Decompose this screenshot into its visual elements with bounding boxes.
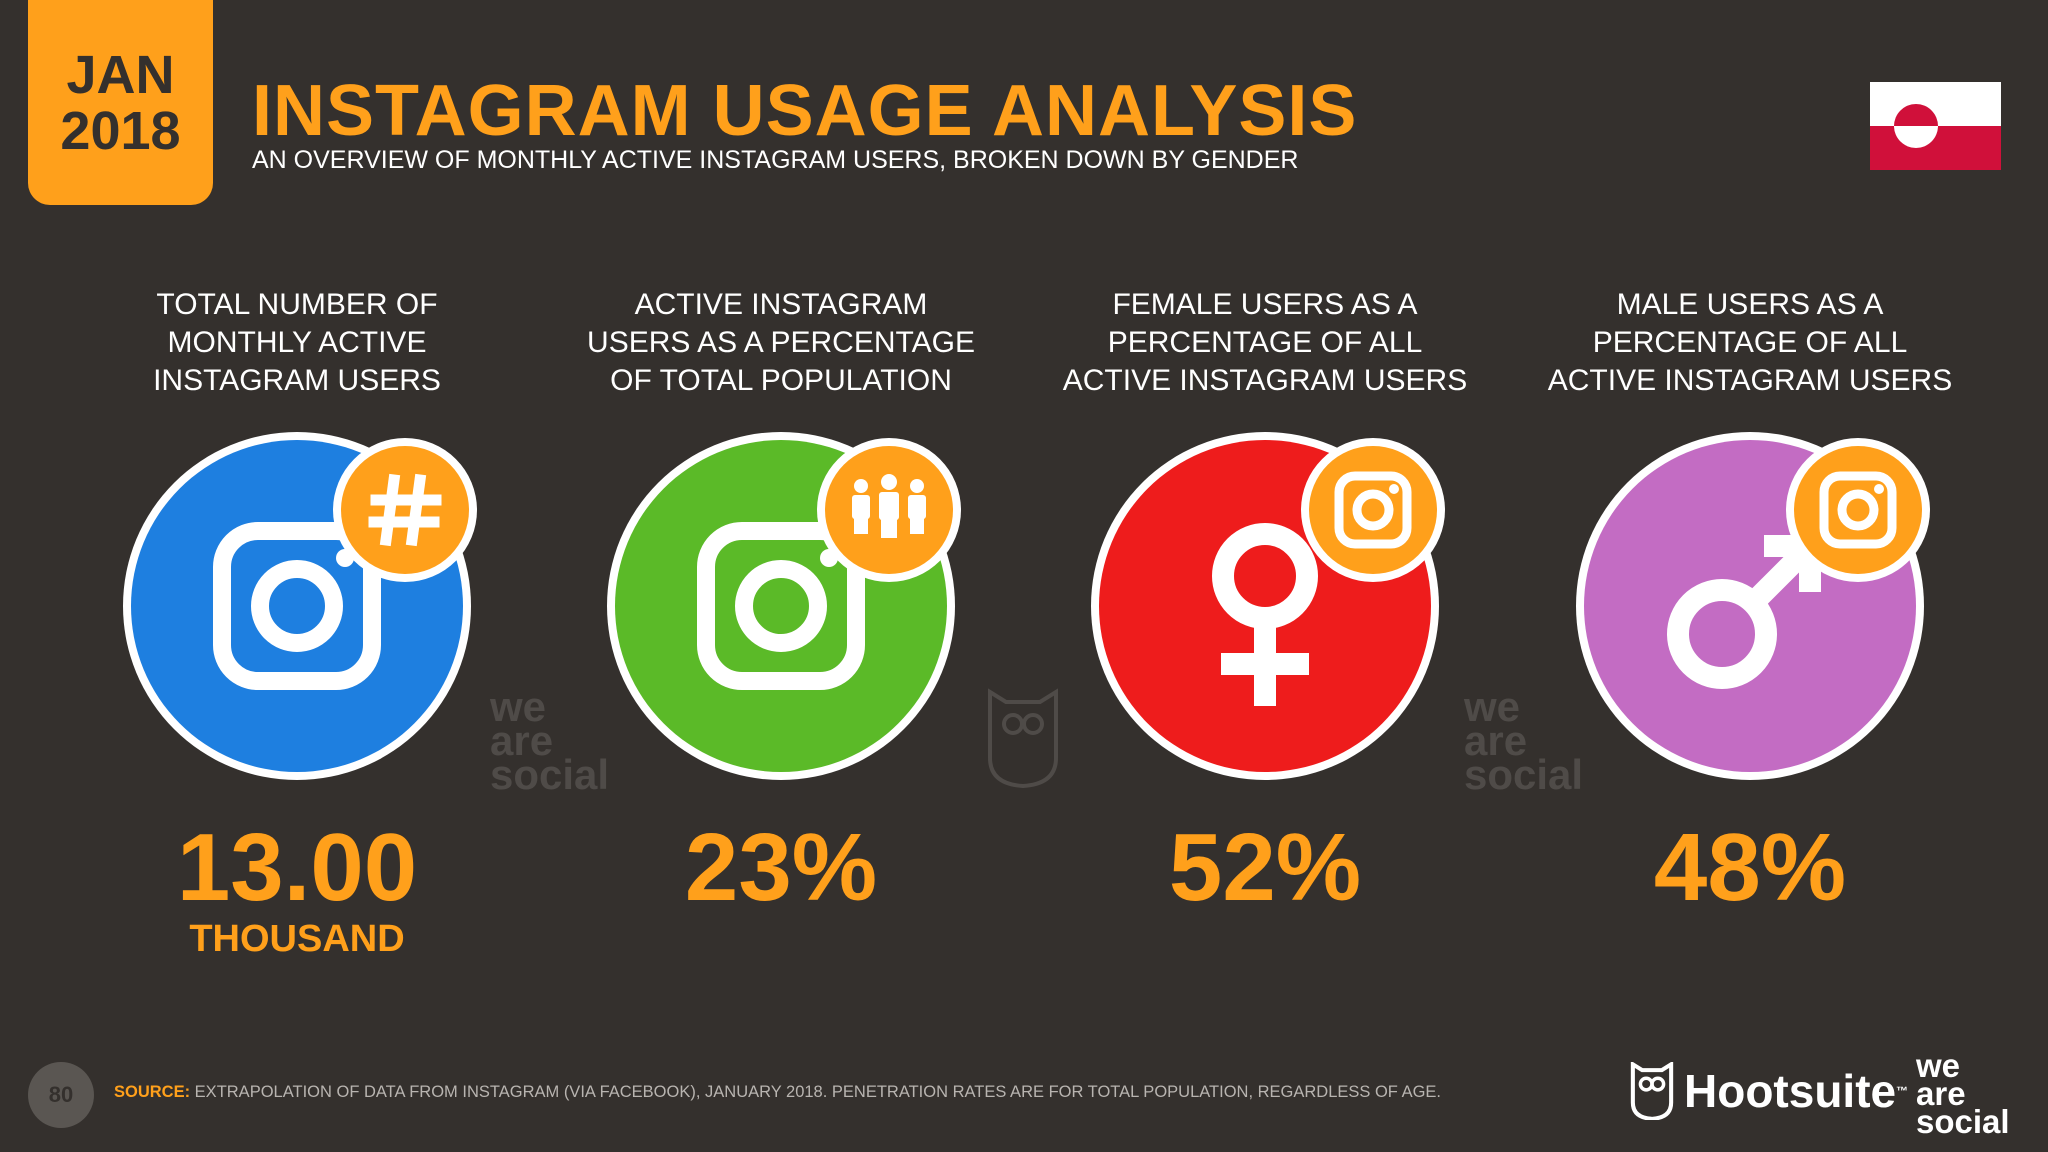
instagram-icon (1301, 438, 1445, 582)
page-title: INSTAGRAM USAGE ANALYSIS (252, 71, 1358, 151)
stat-label: ACTIVE INSTAGRAM USERS AS A PERCENTAGE OF … (587, 288, 975, 397)
page-number: 80 (28, 1062, 94, 1128)
we-are-social-watermark: we are social (490, 683, 610, 798)
stat-value: 13.00 (176, 814, 418, 921)
stat-label: FEMALE USERS AS A PERCENTAGE OF ALL ACTIVE… (1062, 288, 1468, 397)
stat-value: 23% (684, 814, 878, 921)
source-note: SOURCE: EXTRAPOLATION OF DATA FROM INSTA… (114, 1083, 1441, 1102)
male-symbol-icon (1667, 535, 1821, 689)
instagram-icon (213, 522, 381, 690)
date-tab: JAN 2018 (28, 0, 213, 205)
hootsuite-owl-icon (1630, 1062, 1674, 1120)
people-icon (817, 438, 961, 582)
date-month: JAN (66, 44, 175, 105)
stat-unit: THOUSAND (189, 918, 405, 960)
stat-value: 52% (1168, 814, 1362, 921)
greenland-flag-icon (1870, 82, 2001, 170)
stat-label: TOTAL NUMBER OF MONTHLY ACTIVE INSTAGRAM U… (153, 288, 441, 397)
hootsuite-logo: Hootsuite ™ (1630, 1062, 1908, 1120)
hootsuite-owl-watermark-icon (988, 688, 1058, 788)
stat-circle (607, 432, 961, 780)
stat-circle (1576, 432, 1930, 780)
we-are-social-watermark: we are social (1464, 683, 1584, 798)
female-symbol-icon (1212, 523, 1318, 706)
instagram-icon (697, 522, 865, 690)
stat-circle (123, 432, 477, 780)
source-label: SOURCE: (114, 1083, 191, 1101)
we-are-social-logo: we are social (1916, 1047, 2010, 1140)
date-year: 2018 (60, 100, 181, 161)
stat-circle (1091, 432, 1445, 780)
instagram-icon (1786, 438, 1930, 582)
hashtag-icon (333, 438, 477, 582)
source-text: EXTRAPOLATION OF DATA FROM INSTAGRAM (VI… (190, 1083, 1441, 1101)
stat-value: 48% (1653, 814, 1847, 921)
page-subtitle: AN OVERVIEW OF MONTHLY ACTIVE INSTAGRAM … (252, 146, 1299, 174)
stat-label: MALE USERS AS A PERCENTAGE OF ALL ACTIVE I… (1547, 288, 1953, 397)
